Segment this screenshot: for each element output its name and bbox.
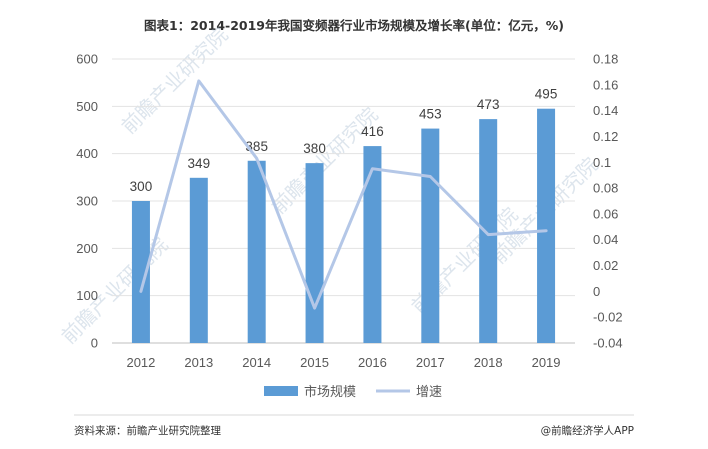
bar-data-label: 300 <box>130 179 153 194</box>
x-axis: 2012 2013 2014 2015 2016 2017 2018 2019 <box>126 355 560 370</box>
chart-title: 图表1：2014-2019年我国变频器行业市场规模及增长率(单位：亿元，%) <box>144 18 564 33</box>
y-right-tick-label: 0.16 <box>593 77 618 92</box>
y-left-tick-label: 200 <box>76 241 98 256</box>
bar-data-label: 349 <box>188 156 211 171</box>
y-left-tick-label: 400 <box>76 146 98 161</box>
bar <box>537 108 556 343</box>
x-tick-label: 2012 <box>126 355 155 370</box>
bar <box>131 201 150 343</box>
bar <box>479 119 498 343</box>
y-right-tick-label: 0.02 <box>593 258 618 273</box>
y-right-tick-label: 0.1 <box>593 155 611 170</box>
x-tick-label: 2018 <box>474 355 503 370</box>
y-left-tick-label: 0 <box>91 336 98 351</box>
left-axis: 0 100 200 300 400 500 600 <box>76 52 98 351</box>
x-tick-label: 2014 <box>242 355 271 370</box>
y-left-tick-label: 300 <box>76 194 98 209</box>
bar-data-label: 453 <box>419 107 442 122</box>
bar-data-label: 380 <box>303 141 326 156</box>
legend: 市场规模 增速 <box>264 384 442 400</box>
gridlines <box>112 58 575 344</box>
watermark: 前瞻产业研究院 <box>57 233 173 349</box>
y-right-tick-label: 0.04 <box>593 232 618 247</box>
y-right-tick-label: 0.08 <box>593 181 618 196</box>
footer-source: 资料来源：前瞻产业研究院整理 <box>74 424 221 437</box>
x-tick-label: 2019 <box>532 355 561 370</box>
y-right-tick-label: 0.14 <box>593 103 618 118</box>
x-tick-label: 2016 <box>358 355 387 370</box>
y-right-tick-label: 0 <box>593 284 600 299</box>
y-right-tick-label: 0.12 <box>593 129 618 144</box>
y-right-tick-label: -0.04 <box>593 336 623 351</box>
bar-data-label: 473 <box>477 97 500 112</box>
bar-series <box>131 108 556 343</box>
bar <box>247 160 266 343</box>
legend-label-bar: 市场规模 <box>304 384 356 400</box>
bar-data-label: 495 <box>535 87 558 102</box>
bar <box>305 163 324 343</box>
x-tick-label: 2015 <box>300 355 329 370</box>
watermark: 前瞻产业研究院 <box>117 23 233 139</box>
footer-brand: @前瞻经济学人APP <box>541 424 634 437</box>
bar <box>189 177 208 343</box>
y-right-tick-label: 0.06 <box>593 206 618 221</box>
y-left-tick-label: 500 <box>76 99 98 114</box>
growth-line <box>139 79 548 310</box>
x-tick-label: 2017 <box>416 355 445 370</box>
legend-label-line: 增速 <box>416 385 442 400</box>
bar <box>363 146 382 343</box>
right-axis: -0.04 -0.02 0 0.02 0.04 0.06 0.08 0.1 0.12 0.14 0.… <box>593 52 623 351</box>
legend-swatch-bar <box>264 386 298 396</box>
bar <box>421 128 440 343</box>
y-right-tick-label: -0.02 <box>593 310 623 325</box>
line-series <box>139 79 548 310</box>
y-right-tick-label: 0.18 <box>593 52 618 67</box>
y-left-tick-label: 600 <box>76 52 98 67</box>
bar-data-label: 416 <box>361 124 384 139</box>
x-tick-label: 2013 <box>184 355 213 370</box>
y-left-tick-label: 100 <box>76 288 98 303</box>
